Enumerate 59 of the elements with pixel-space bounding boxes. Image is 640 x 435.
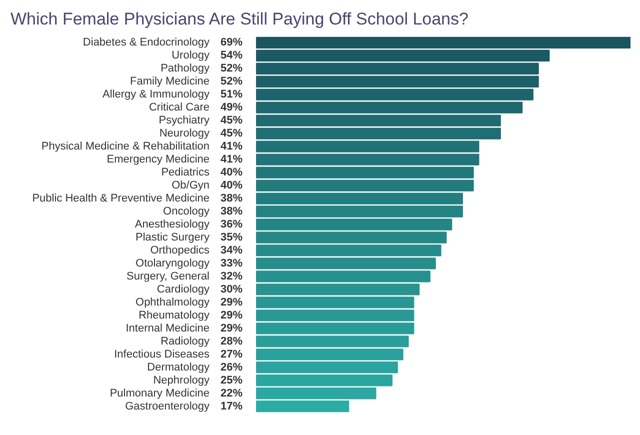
- data-label: 38%: [220, 192, 243, 205]
- y-tick-label: Oncology: [163, 206, 210, 218]
- y-tick-label: Public Health & Preventive Medicine: [32, 192, 210, 205]
- y-tick-label: Ophthalmology: [136, 296, 210, 308]
- data-label: 69%: [220, 36, 243, 49]
- data-label: 29%: [220, 309, 243, 322]
- data-label: 32%: [220, 270, 243, 282]
- data-label: 34%: [220, 244, 243, 256]
- y-tick-label: Emergency Medicine: [106, 154, 210, 166]
- data-label: 22%: [220, 387, 243, 400]
- y-tick-label: Allergy & Immunology: [102, 88, 210, 101]
- y-tick-label: Radiology: [160, 335, 210, 348]
- data-label: 28%: [220, 335, 243, 348]
- y-tick-label: Gastroenterology: [125, 400, 210, 412]
- data-label: 38%: [220, 206, 243, 218]
- y-tick-label: Urology: [172, 50, 210, 62]
- y-tick-label: Neurology: [159, 128, 210, 140]
- y-tick-label: Plastic Surgery: [136, 231, 210, 244]
- data-label: 40%: [220, 180, 243, 192]
- y-tick-label: Ob/Gyn: [172, 180, 210, 192]
- y-tick-label: Pediatrics: [161, 166, 210, 179]
- y-tick-label: Anesthesiology: [134, 218, 210, 230]
- y-tick-label: Dermatology: [147, 361, 210, 374]
- y-tick-label: Physical Medicine & Rehabilitation: [41, 140, 210, 153]
- y-tick-label: Pathology: [160, 62, 210, 75]
- data-label: 17%: [220, 400, 243, 412]
- data-label: 52%: [220, 76, 243, 88]
- y-tick-label: Nephrology: [153, 374, 210, 386]
- data-label: 49%: [220, 102, 243, 114]
- data-label: 33%: [220, 257, 243, 270]
- y-tick-label: Rheumatology: [138, 309, 210, 322]
- data-label: 26%: [220, 361, 243, 374]
- y-tick-label: Surgery, General: [126, 270, 210, 282]
- data-label: 45%: [220, 114, 243, 127]
- data-label: 29%: [220, 322, 243, 334]
- data-label: 41%: [220, 140, 243, 153]
- data-label: 36%: [220, 218, 243, 230]
- y-tick-label: Diabetes & Endocrinology: [82, 36, 210, 49]
- y-tick-label: Cardiology: [156, 283, 210, 296]
- data-label: 45%: [220, 128, 243, 140]
- y-tick-label: Psychiatry: [158, 114, 210, 127]
- data-label: 40%: [220, 166, 243, 179]
- y-tick-label: Critical Care: [148, 102, 210, 114]
- data-label: 54%: [220, 50, 243, 62]
- data-label: 25%: [220, 374, 243, 386]
- y-tick-label: Otolaryngology: [136, 257, 210, 270]
- y-tick-label: Internal Medicine: [126, 322, 210, 334]
- data-label: 41%: [220, 154, 243, 166]
- data-label: 52%: [220, 62, 243, 75]
- data-label: 30%: [220, 283, 243, 296]
- y-tick-label: Orthopedics: [150, 244, 210, 256]
- data-label: 51%: [220, 88, 243, 101]
- y-tick-label: Pulmonary Medicine: [110, 387, 210, 400]
- data-label: 27%: [220, 348, 243, 360]
- y-tick-label: Family Medicine: [130, 76, 210, 88]
- data-label: 35%: [220, 231, 243, 244]
- chart-title: Which Female Physicians Are Still Paying Off School Loans?: [10, 10, 468, 28]
- data-label: 29%: [220, 296, 243, 308]
- y-tick-label: Infectious Diseases: [114, 348, 210, 360]
